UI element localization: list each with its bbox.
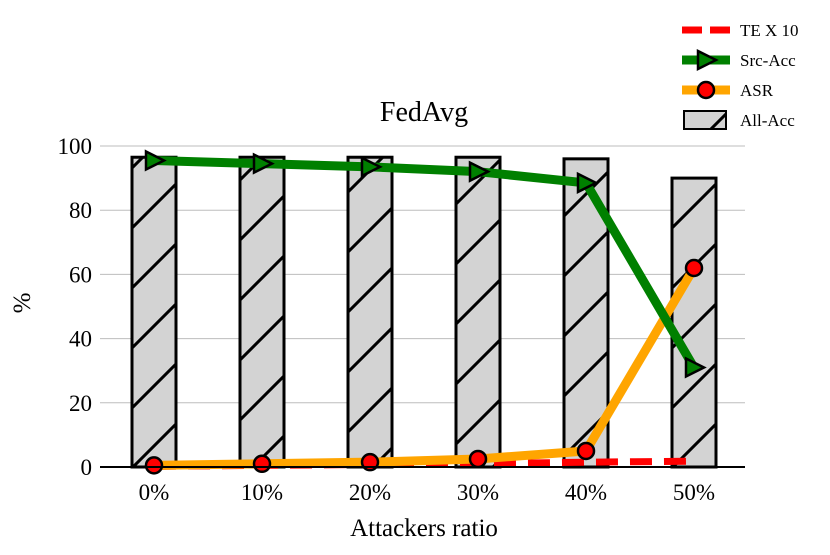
- src-acc-point: [144, 149, 167, 172]
- src-acc-line: [153, 155, 698, 370]
- bar: [454, 155, 502, 469]
- legend-entry: ASR: [682, 80, 774, 100]
- x-tick-label: 50%: [673, 480, 715, 505]
- y-axis-label: %: [9, 293, 36, 314]
- src-acc-point: [576, 171, 599, 194]
- x-axis-label: Attackers ratio: [350, 515, 498, 542]
- x-tick-label: 30%: [457, 480, 499, 505]
- y-tick-label: 80: [69, 198, 92, 223]
- te-line: [153, 457, 695, 470]
- src-acc-point: [360, 155, 383, 178]
- bar: [130, 155, 178, 469]
- x-tick-label: 10%: [241, 480, 283, 505]
- legend-marker: [696, 80, 716, 100]
- bar-hatch: [238, 155, 286, 469]
- x-tick-labels: 0% 10% 20% 30% 40% 50%: [139, 480, 715, 505]
- x-tick-label: 40%: [565, 480, 607, 505]
- bar-hatch: [346, 155, 394, 469]
- src-acc-point: [468, 160, 491, 183]
- bar-hatch: [670, 176, 718, 469]
- asr-point: [468, 449, 488, 469]
- bar: [346, 155, 394, 469]
- asr-point: [144, 456, 164, 475]
- legend: TE X 10 Src-Acc ASR All-Acc: [682, 21, 799, 130]
- legend-label: ASR: [740, 81, 774, 100]
- asr-point: [684, 258, 704, 278]
- legend-label: All-Acc: [740, 111, 795, 130]
- x-tick-label: 20%: [349, 480, 391, 505]
- grid-lines: [100, 145, 745, 404]
- y-tick-label: 20: [69, 391, 92, 416]
- legend-label: Src-Acc: [740, 51, 796, 70]
- legend-entry: TE X 10: [682, 21, 799, 40]
- y-tick-label: 40: [69, 327, 92, 352]
- bar-series: [130, 155, 718, 469]
- asr-point: [252, 454, 272, 474]
- asr-line: [153, 265, 698, 470]
- legend-entry: All-Acc: [683, 110, 795, 130]
- bar: [562, 157, 610, 469]
- line-series: [144, 149, 707, 475]
- src-acc-point: [252, 152, 275, 175]
- x-tick-label: 0%: [139, 480, 170, 505]
- chart-title: FedAvg: [380, 97, 468, 128]
- bar-hatch: [454, 155, 502, 469]
- y-tick-label: 0: [81, 455, 93, 480]
- bar-hatch: [130, 155, 178, 469]
- legend-entry: Src-Acc: [682, 48, 796, 72]
- legend-label: TE X 10: [740, 21, 799, 40]
- src-acc-point: [684, 356, 707, 379]
- asr-point: [576, 441, 596, 461]
- legend-swatch-outline: [683, 110, 727, 130]
- y-tick-label: 60: [69, 262, 92, 287]
- bar: [670, 176, 718, 469]
- y-tick-label: 100: [58, 134, 93, 159]
- legend-marker: [696, 48, 719, 72]
- y-tick-labels: 0 20 40 60 80 100: [58, 134, 93, 480]
- bar: [238, 155, 286, 469]
